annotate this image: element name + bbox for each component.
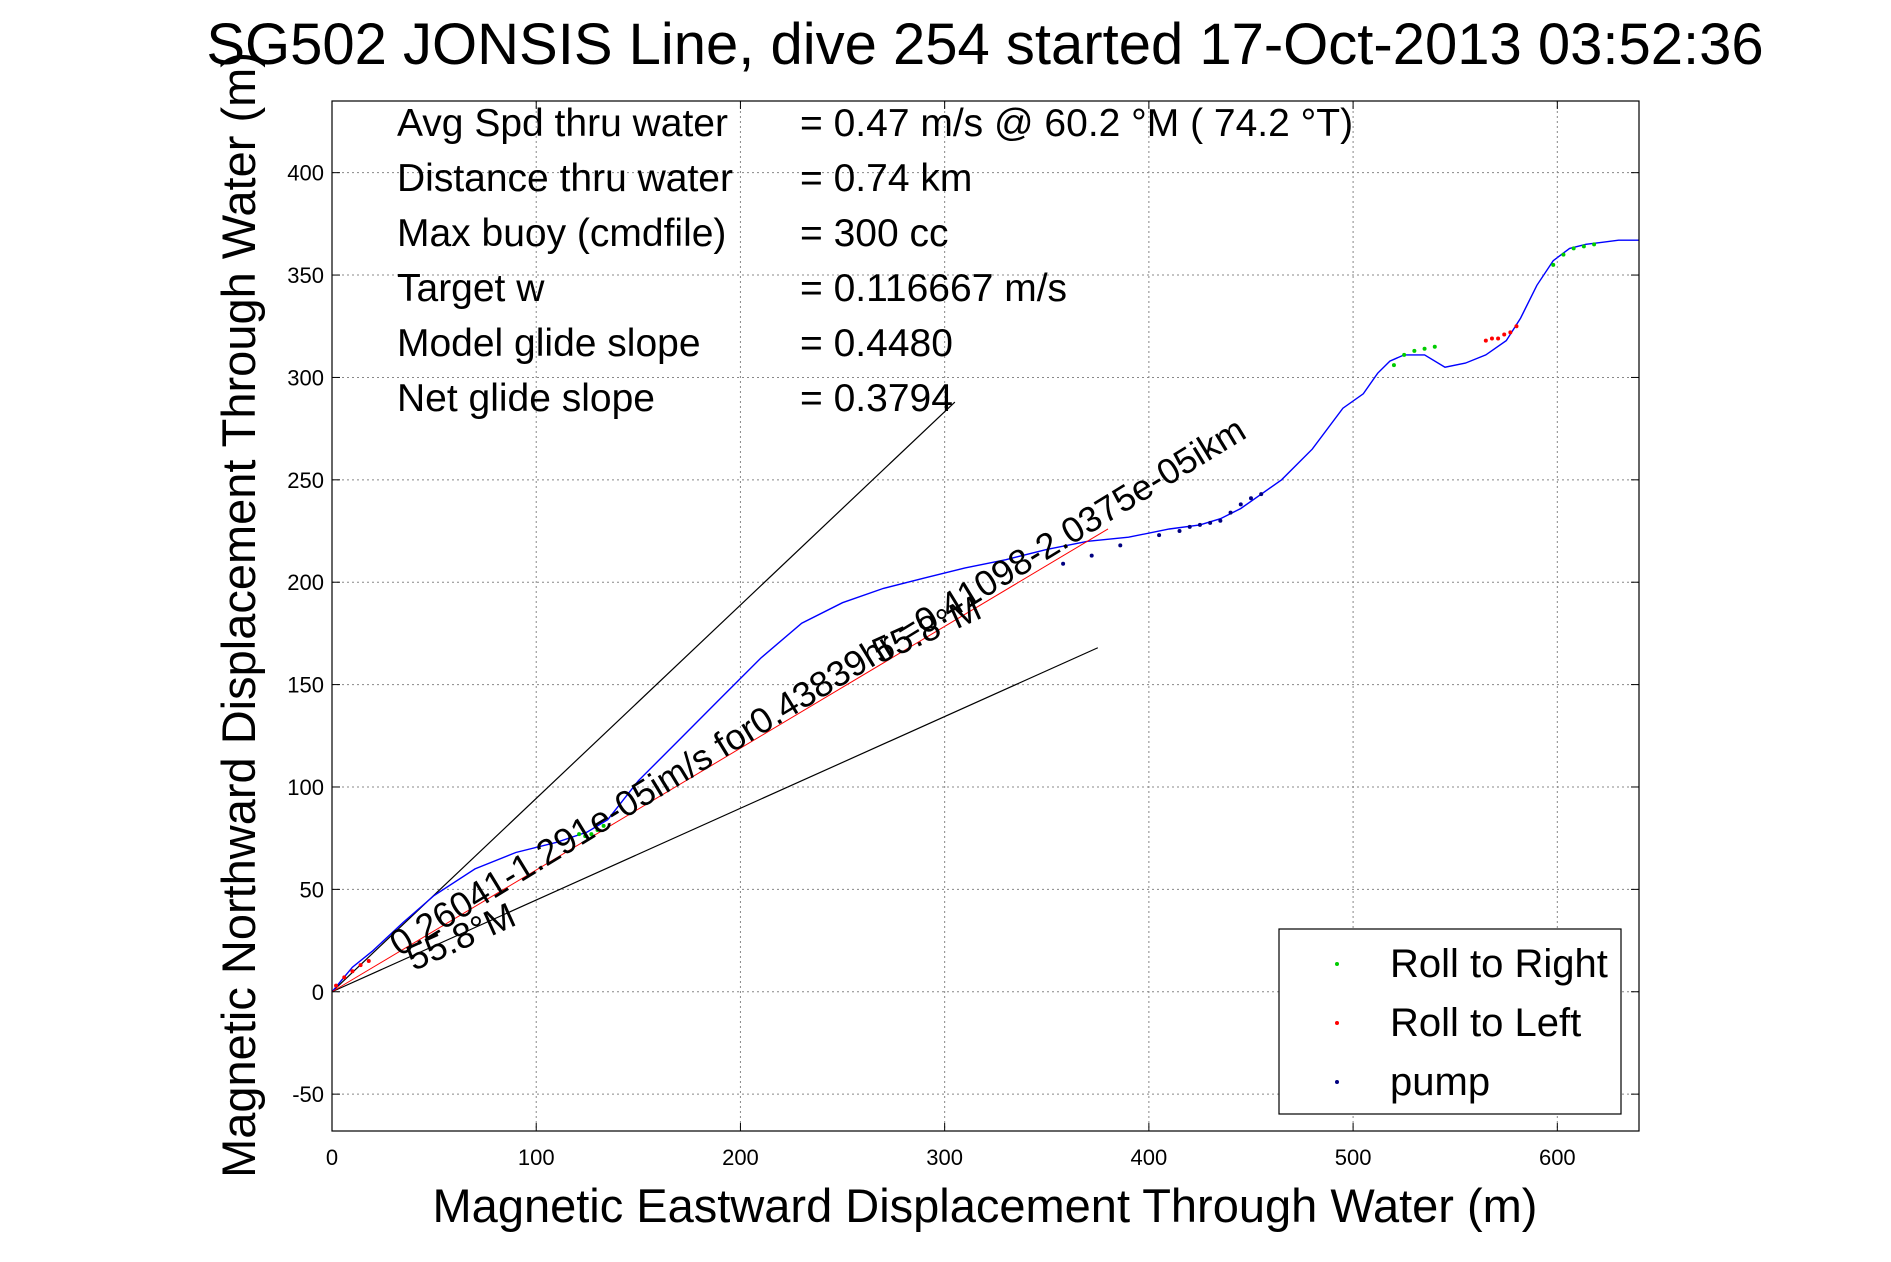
- info-label: Avg Spd thru water: [397, 102, 728, 145]
- roll-to-right-point: [1432, 344, 1437, 349]
- axis-ticks: 0 100 200 300 400 500 600 -50 0 50 100 150 200 250 300…: [287, 101, 1639, 1170]
- legend-label: Roll to Right: [1390, 942, 1608, 986]
- bearing-reference-line: [331, 647, 1099, 993]
- x-axis-label: Magnetic Eastward Displacement Through W…: [433, 1179, 1538, 1232]
- info-value: = 0.47 m/s @ 60.2 °M ( 74.2 °T): [800, 102, 1353, 145]
- y-tick-label: 200: [287, 570, 324, 595]
- roll-to-left-point: [1502, 332, 1507, 337]
- legend-marker: [1335, 962, 1339, 966]
- event-points: [334, 242, 1597, 988]
- pump-point: [1259, 492, 1264, 497]
- roll-to-left-point: [1483, 338, 1488, 343]
- y-tick-label: 50: [300, 877, 324, 902]
- dive-track: [331, 239, 1639, 993]
- slope-annotations: 55.8°M0.26041-1.291e-05im/s for0.43839hr…: [382, 409, 1252, 979]
- pump-point: [1089, 553, 1094, 558]
- roll-to-left-point: [334, 983, 339, 988]
- legend: Roll to Right Roll to Left pump: [1278, 928, 1622, 1115]
- roll-to-left-point: [1489, 336, 1494, 341]
- pump-point: [1157, 533, 1162, 538]
- pump-point: [1218, 518, 1223, 523]
- y-tick-label: 150: [287, 673, 324, 698]
- net-displacement-line: [331, 528, 1109, 993]
- y-tick-label: 400: [287, 161, 324, 186]
- pump-point: [1177, 529, 1182, 534]
- info-label: Net glide slope: [397, 377, 655, 420]
- dive-info-block: Avg Spd thru water = 0.47 m/s @ 60.2 °M (…: [397, 102, 1353, 420]
- pump-point: [1187, 524, 1192, 529]
- info-value: = 0.116667 m/s: [800, 267, 1067, 310]
- roll-to-right-point: [1551, 262, 1556, 267]
- x-tick-label: 200: [722, 1145, 759, 1170]
- info-label: Max buoy (cmdfile): [397, 212, 726, 255]
- legend-marker: [1335, 1021, 1339, 1025]
- legend-label: Roll to Left: [1390, 1001, 1581, 1045]
- info-label: Target w: [397, 267, 545, 310]
- info-value: = 0.4480: [800, 322, 953, 365]
- slope-annotation: 0.26041-1.291e-05im/s for0.43839hr =0.41…: [382, 409, 1252, 964]
- plot-frame: [331, 100, 1640, 1132]
- x-tick-label: 300: [926, 1145, 963, 1170]
- roll-to-left-point: [1514, 324, 1519, 329]
- roll-to-right-point: [1561, 252, 1566, 257]
- roll-to-left-point: [350, 969, 355, 974]
- roll-to-left-point: [1508, 330, 1513, 335]
- roll-to-right-point: [1402, 352, 1407, 357]
- pump-point: [1208, 520, 1213, 525]
- x-tick-label: 100: [518, 1145, 555, 1170]
- pump-point: [1238, 502, 1243, 507]
- info-value: = 0.74 km: [800, 157, 972, 200]
- roll-to-right-point: [595, 827, 600, 832]
- roll-to-right-point: [589, 832, 594, 837]
- chart-title: SG502 JONSIS Line, dive 254 started 17-O…: [206, 12, 1763, 77]
- grid: [331, 101, 1639, 1131]
- x-tick-label: 400: [1131, 1145, 1168, 1170]
- info-value: = 0.3794: [800, 377, 953, 420]
- y-axis-label: Magnetic Northward Displacement Through …: [212, 52, 265, 1178]
- y-tick-label: 250: [287, 468, 324, 493]
- pump-point: [1061, 561, 1066, 566]
- y-tick-label: 300: [287, 365, 324, 390]
- pump-point: [1197, 522, 1202, 527]
- y-tick-label: 100: [287, 775, 324, 800]
- roll-to-right-point: [1581, 244, 1586, 249]
- x-tick-label: 600: [1539, 1145, 1576, 1170]
- y-tick-label: 350: [287, 263, 324, 288]
- roll-to-right-point: [577, 832, 582, 837]
- y-tick-label: -50: [292, 1082, 324, 1107]
- pump-point: [1118, 543, 1123, 548]
- reference-lines: [331, 401, 1099, 993]
- pump-point: [1248, 496, 1253, 501]
- y-tick-label: 0: [312, 980, 324, 1005]
- info-value: = 300 cc: [800, 212, 949, 255]
- track-line: [331, 239, 1639, 993]
- info-label: Distance thru water: [397, 157, 733, 200]
- roll-to-right-point: [583, 834, 588, 839]
- info-label: Model glide slope: [397, 322, 701, 365]
- x-tick-label: 500: [1335, 1145, 1372, 1170]
- roll-to-right-point: [1391, 363, 1396, 368]
- roll-to-right-point: [1571, 246, 1576, 251]
- roll-to-right-point: [601, 823, 606, 828]
- roll-to-right-point: [1412, 348, 1417, 353]
- roll-to-left-point: [366, 959, 371, 964]
- roll-to-left-point: [342, 975, 347, 980]
- bearing-reference-line: [331, 401, 956, 993]
- legend-marker: [1335, 1080, 1339, 1084]
- roll-to-right-point: [1422, 346, 1427, 351]
- roll-to-left-point: [358, 963, 363, 968]
- x-tick-label: 0: [326, 1145, 338, 1170]
- legend-label: pump: [1390, 1060, 1490, 1104]
- pump-point: [1228, 510, 1233, 515]
- roll-to-right-point: [1592, 242, 1597, 247]
- roll-to-left-point: [1496, 336, 1501, 341]
